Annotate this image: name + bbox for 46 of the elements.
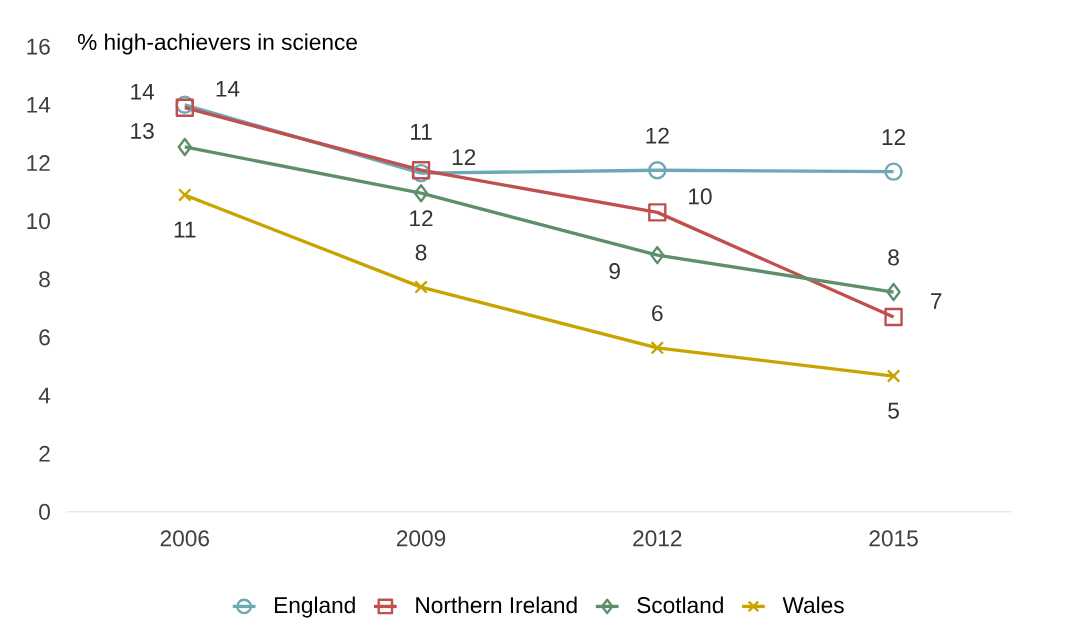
legend-label: Wales (782, 596, 844, 613)
point (648, 160, 667, 180)
y-tick-label: 8 (39, 270, 50, 288)
point (884, 307, 903, 327)
point (650, 340, 665, 355)
y-tick-label: 12 (27, 154, 50, 171)
data-label: 12 (410, 210, 433, 226)
data-label: 12 (882, 128, 906, 145)
data-label: 11 (174, 221, 196, 238)
x-tick-label: 2015 (869, 530, 918, 547)
point (413, 183, 429, 203)
x-tick-label: 2009 (396, 530, 446, 547)
y-tick-label: 14 (27, 96, 51, 113)
point (886, 282, 901, 301)
y-tick-label: 6 (39, 329, 50, 346)
point (884, 162, 903, 181)
data-label: 7 (931, 293, 942, 309)
point (650, 245, 665, 265)
point (177, 187, 192, 202)
data-label: 10 (689, 188, 712, 205)
point (414, 280, 428, 294)
data-label: 12 (452, 148, 476, 165)
y-tick-label: 16 (27, 38, 50, 55)
y-tick-label: 2 (39, 445, 50, 462)
data-label: 11 (411, 123, 432, 140)
data-label: 8 (888, 249, 899, 266)
data-label: 5 (888, 402, 899, 419)
data-label: 14 (216, 80, 240, 97)
legend-label: England (275, 596, 355, 618)
y-axis-title: % high-achievers in science (77, 33, 357, 55)
data-label: 8 (415, 244, 427, 261)
data-label: 6 (652, 304, 663, 321)
point (648, 202, 667, 222)
data-label: 9 (609, 262, 620, 279)
legend-label: Scotland (637, 596, 723, 613)
legend-label: Northern Ireland (416, 596, 577, 613)
data-label: 13 (131, 122, 154, 139)
y-tick-label: 10 (27, 212, 50, 229)
y-tick-label: 4 (38, 387, 51, 404)
point (177, 137, 192, 156)
y-tick-label: 0 (39, 503, 50, 520)
data-label: 12 (646, 127, 669, 144)
x-tick-label: 2012 (633, 530, 682, 547)
data-label: 14 (131, 83, 155, 100)
x-tick-label: 2006 (160, 530, 209, 547)
point (886, 368, 901, 383)
